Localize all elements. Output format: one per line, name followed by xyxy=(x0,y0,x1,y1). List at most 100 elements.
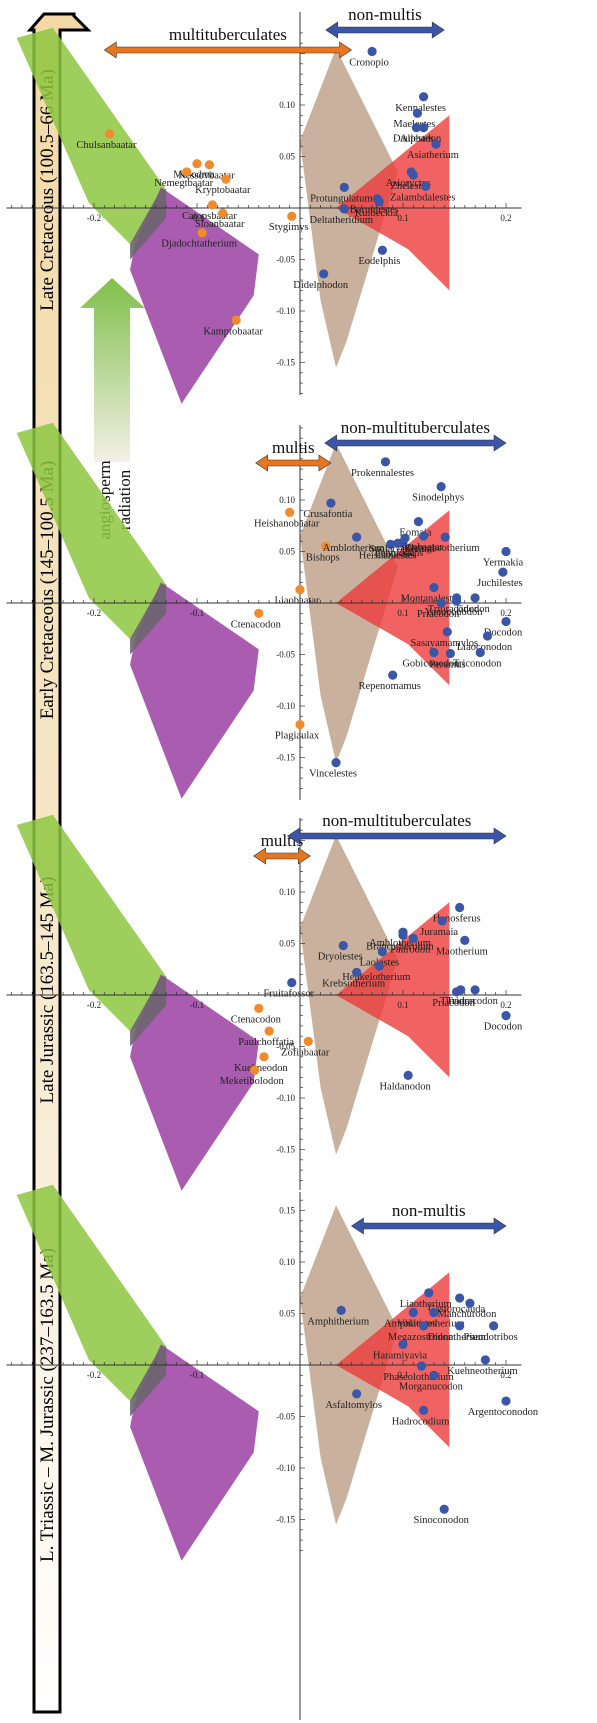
taxon-label: Stygimys xyxy=(269,222,309,233)
taxon-label: Djadochtatherium xyxy=(161,239,237,250)
nonmulti-point xyxy=(437,916,447,926)
nonmulti-point xyxy=(388,670,398,680)
y-tick-label: -0.10 xyxy=(276,1463,295,1473)
y-tick-label: 0.05 xyxy=(279,1309,295,1319)
nonmulti-taxon: Didelphodon xyxy=(293,269,349,291)
nonmulti-point xyxy=(421,181,431,191)
taxon-label: Maotherium xyxy=(436,946,488,957)
nonmulti-taxon: Tinodon xyxy=(454,593,490,615)
taxon-label: Plagiaulax xyxy=(275,731,320,742)
taxon-label: Zalambdalestes xyxy=(390,192,455,203)
nonmulti-point xyxy=(386,539,396,549)
nonmulti-point xyxy=(338,940,348,951)
nonmulti-point xyxy=(326,498,336,508)
nonmulti-point xyxy=(440,532,450,542)
nonmulti-point xyxy=(501,1396,511,1406)
nonmulti-point xyxy=(429,1370,439,1380)
nonmulti-taxon: Peramus xyxy=(429,648,465,670)
overlap-region xyxy=(130,584,167,655)
multi-range-arrow: multituberculates xyxy=(103,25,353,59)
overlap-region xyxy=(130,1346,167,1417)
nonmulti-taxon: Haldanodon xyxy=(379,1070,432,1092)
nonmulti-taxon: Docodon xyxy=(484,1011,523,1033)
nonmulti-taxon: Liaotherium xyxy=(400,1288,452,1310)
taxon-label: Protungulatum xyxy=(310,193,372,204)
red-region xyxy=(336,510,450,686)
x-tick-label: 0.1 xyxy=(397,608,408,618)
nonmulti-taxon: Eodelphis xyxy=(358,245,400,267)
x-tick-label: -0.1 xyxy=(190,608,204,618)
taxon-label: Repenomamus xyxy=(358,681,420,692)
nonmulti-taxon: Juchilestes xyxy=(477,567,523,589)
nonmulti-point xyxy=(451,987,462,997)
nonmulti-point xyxy=(455,1293,465,1303)
x-tick-label: -0.1 xyxy=(190,1000,204,1010)
nonmulti-point xyxy=(475,647,485,658)
taxon-label: Krebsotherium xyxy=(322,978,385,989)
nonmulti-point xyxy=(465,1298,475,1308)
red-region xyxy=(336,115,450,291)
multi-taxon: Chulsanbaatar xyxy=(76,129,137,151)
nonmulti-point xyxy=(367,46,377,57)
nonmulti-point xyxy=(419,123,429,133)
nonmulti-point xyxy=(377,947,387,957)
taxon-label: Kuehneodon xyxy=(234,1063,288,1074)
overlap-region xyxy=(130,976,167,1047)
nonmulti-taxon: Amblotherium xyxy=(323,532,385,554)
x-tick-label: -0.2 xyxy=(87,1370,101,1380)
taxon-label: Vincelestes xyxy=(309,769,357,780)
panel-4: L. Triassic – M. Jurassic (237–163.5 Ma)… xyxy=(6,1184,539,1720)
nonmulti-point xyxy=(470,985,480,995)
taxon-label: Asfaltomylos xyxy=(325,1400,382,1411)
range-arrow-shape xyxy=(325,21,445,39)
taxon-label: Tinodon xyxy=(440,996,476,1007)
nonmulti-taxon: Dryolestes xyxy=(318,940,363,963)
nonmulti-taxon: Priacodon xyxy=(432,987,476,1009)
taxon-label: Dinnetherium xyxy=(427,1332,485,1343)
multi-point xyxy=(207,200,218,210)
nonmulti-taxon: Vincelestes xyxy=(309,758,357,780)
taxon-label: Crusafontia xyxy=(303,509,352,520)
taxon-label: Liaobaatar xyxy=(275,596,320,607)
taxon-label: Phascolotherium xyxy=(383,1372,454,1383)
nonmulti-taxon: Triconodon xyxy=(453,647,502,669)
overlap-region xyxy=(130,189,167,260)
taxon-label: Priacodon xyxy=(432,998,475,1009)
taxon-label: Brancatherulum xyxy=(366,941,434,952)
period-label: Late Jurassic (163.5–145 Ma) xyxy=(37,877,58,1104)
x-tick-label: 0.1 xyxy=(397,1370,408,1380)
nonmulti-taxon: Henosferus xyxy=(433,902,481,924)
nonmulti-point xyxy=(501,616,511,627)
nonmulti-point xyxy=(408,170,418,180)
nonmulti-point xyxy=(419,1321,429,1331)
nonmulti-point xyxy=(377,245,387,255)
nonmulti-point xyxy=(398,1339,408,1349)
green-region xyxy=(16,1184,167,1402)
period-label: L. Triassic – M. Jurassic (237–163.5 Ma) xyxy=(37,1248,58,1562)
period-label: Early Cretaceous (145–100.5 Ma) xyxy=(37,461,58,720)
y-tick-label: -0.15 xyxy=(276,1515,295,1525)
taxon-label: Spalacotherium xyxy=(369,544,435,555)
nonmulti-taxon: Megazostrodon xyxy=(388,1321,454,1343)
taxon-label: Barunlestes xyxy=(350,205,399,216)
nonmulti-point xyxy=(470,593,480,603)
nonmulti-taxon: Phascolotherium xyxy=(383,1361,454,1383)
taxon-label: Kennalestes xyxy=(395,103,446,114)
x-tick-label: 0.2 xyxy=(500,608,511,618)
nonmulti-taxon: Volaticotherium xyxy=(397,1307,465,1329)
multi-point xyxy=(254,1003,264,1013)
nonmulti-point xyxy=(408,933,418,943)
taxon-label: Henkelotherium xyxy=(342,972,410,983)
nonmulti-taxon: Amphitherium xyxy=(307,1305,369,1327)
range-arrow-label: non-multis xyxy=(348,5,422,24)
taxon-label: Kryptobaatar xyxy=(195,185,251,196)
multi-point xyxy=(254,608,264,618)
y-tick-label: 0.05 xyxy=(279,152,295,162)
nonmulti-point xyxy=(445,648,455,659)
nonmulti-point xyxy=(403,1070,413,1080)
nonmulti-taxon: Maotherium xyxy=(436,935,488,957)
multi-taxon: Bishops xyxy=(306,541,340,563)
multi-point xyxy=(218,208,228,218)
multi-point xyxy=(303,1036,313,1046)
nonmulti-point xyxy=(482,631,493,641)
